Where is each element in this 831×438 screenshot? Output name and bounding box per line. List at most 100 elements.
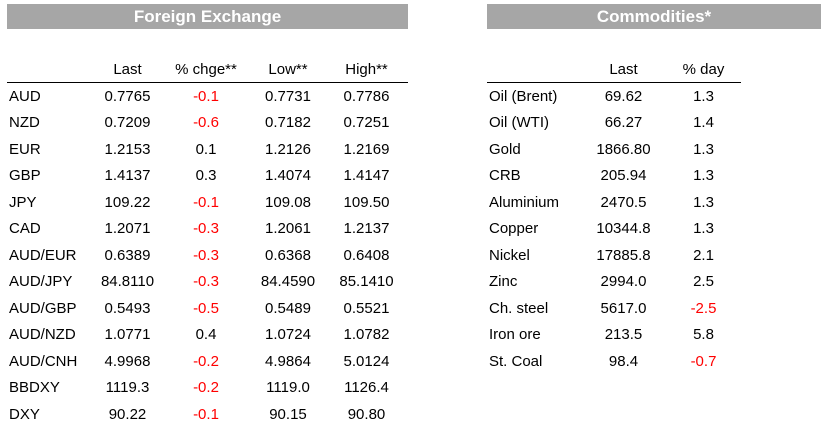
commodity-day-change: 1.3 (693, 220, 714, 238)
fx-change: 0.3 (195, 167, 217, 185)
fx-last: 1.4137 (104, 167, 151, 185)
fx-row: AUD/GBP 0.5493 -0.5 0.5489 0.5521 (7, 295, 408, 322)
commodity-row: CRB 205.94 1.3 (487, 163, 741, 190)
fx-last: 1.2153 (104, 140, 151, 158)
commodity-row: Aluminium 2470.5 1.3 (487, 189, 741, 216)
commodity-name: CRB (489, 167, 521, 185)
commodity-name: Gold (489, 140, 521, 158)
commodity-name: Oil (WTI) (489, 114, 549, 132)
commodity-day-change: -0.7 (690, 352, 717, 370)
fx-change: -0.1 (193, 87, 219, 105)
fx-rows: AUD 0.7765 -0.1 0.7731 0.7786 NZD 0.7209 -0.6 0.… (7, 83, 408, 428)
fx-row: AUD/EUR 0.6389 -0.3 0.6368 0.6408 (7, 242, 408, 269)
commodities-table: Last % day Oil (Brent) 69.62 1.3 Oil (WTI) 6… (487, 56, 741, 375)
fx-header-instrument (7, 56, 94, 83)
commodity-row: Copper 10344.8 1.3 (487, 216, 741, 243)
commodity-day-change: 2.5 (693, 273, 714, 291)
fx-instrument: BBDXY (9, 379, 60, 397)
commodity-day-change: 1.3 (693, 87, 714, 105)
commodity-row: Gold 1866.80 1.3 (487, 136, 741, 163)
fx-row: JPY 109.22 -0.1 109.08 109.50 (7, 189, 408, 216)
commodity-day-change: 1.3 (693, 140, 714, 158)
fx-row: CAD 1.2071 -0.3 1.2061 1.2137 (7, 216, 408, 243)
commodity-day-change: 2.1 (693, 246, 714, 264)
fx-high: 109.50 (343, 193, 390, 211)
fx-change: -0.1 (193, 193, 219, 211)
fx-row: AUD/JPY 84.8110 -0.3 84.4590 85.1410 (7, 269, 408, 296)
fx-change: -0.2 (193, 352, 219, 370)
commodity-row: St. Coal 98.4 -0.7 (487, 348, 741, 375)
commodity-day-change: 1.3 (693, 193, 714, 211)
fx-change: 0.4 (195, 326, 217, 344)
commodities-title: Commodities* (487, 4, 821, 29)
commodities-header-last: Last (581, 56, 666, 83)
commodity-last: 1866.80 (596, 140, 651, 158)
fx-change: -0.2 (193, 379, 219, 397)
fx-last: 1.0771 (104, 326, 151, 344)
fx-last: 84.8110 (100, 273, 155, 291)
fx-instrument: GBP (9, 167, 41, 185)
fx-instrument: NZD (9, 114, 40, 132)
fx-low: 4.9864 (265, 352, 311, 370)
commodity-row: Oil (WTI) 66.27 1.4 (487, 110, 741, 137)
commodity-last: 10344.8 (596, 220, 651, 238)
fx-header-high: High** (325, 56, 408, 83)
commodity-last: 213.5 (604, 326, 643, 344)
fx-high: 0.7251 (343, 114, 390, 132)
commodity-day-change: -2.5 (690, 299, 717, 317)
commodity-row: Iron ore 213.5 5.8 (487, 322, 741, 349)
foreign-exchange-panel: Foreign Exchange Last % chge** Low** Hig… (7, 4, 408, 428)
fx-last: 109.22 (104, 193, 151, 211)
fx-row: AUD 0.7765 -0.1 0.7731 0.7786 (7, 83, 408, 110)
commodity-name: Ch. steel (489, 299, 549, 317)
commodity-day-change: 1.4 (693, 114, 714, 132)
fx-last: 1119.3 (105, 379, 150, 397)
commodity-last: 66.27 (604, 114, 643, 132)
commodities-panel: Commodities* Last % day Oil (Brent) 69.62… (487, 4, 821, 375)
commodity-name: Copper (489, 220, 539, 238)
commodity-last: 98.4 (608, 352, 639, 370)
commodity-last: 17885.8 (596, 246, 651, 264)
fx-instrument: AUD/EUR (9, 246, 77, 264)
fx-row: GBP 1.4137 0.3 1.4074 1.4147 (7, 163, 408, 190)
fx-change: -0.3 (193, 220, 219, 238)
fx-change: 0.1 (195, 140, 217, 158)
commodity-last: 2994.0 (600, 273, 647, 291)
fx-instrument: AUD/NZD (9, 326, 76, 344)
commodity-last: 205.94 (600, 167, 647, 185)
fx-last: 0.6389 (104, 246, 151, 264)
fx-header-low: Low** (251, 56, 325, 83)
fx-low: 1.4074 (265, 167, 311, 185)
fx-instrument: AUD/GBP (9, 299, 77, 317)
fx-high: 1126.4 (344, 379, 389, 397)
fx-low: 0.6368 (265, 246, 311, 264)
commodities-header-row: Last % day (487, 56, 741, 83)
fx-low: 109.08 (265, 193, 311, 211)
fx-high: 5.0124 (343, 352, 390, 370)
fx-change: -0.3 (193, 273, 219, 291)
fx-high: 0.7786 (343, 87, 390, 105)
fx-instrument: JPY (9, 193, 37, 211)
fx-instrument: DXY (9, 405, 40, 423)
fx-row: DXY 90.22 -0.1 90.15 90.80 (7, 401, 408, 428)
fx-low: 0.7182 (265, 114, 311, 132)
commodities-header-name (487, 56, 581, 83)
fx-high: 0.6408 (343, 246, 390, 264)
commodity-row: Oil (Brent) 69.62 1.3 (487, 83, 741, 110)
commodity-name: St. Coal (489, 352, 543, 370)
fx-row: EUR 1.2153 0.1 1.2126 1.2169 (7, 136, 408, 163)
fx-instrument: AUD (9, 87, 41, 105)
commodity-row: Nickel 17885.8 2.1 (487, 242, 741, 269)
fx-high: 1.2137 (343, 220, 390, 238)
fx-header-row: Last % chge** Low** High** (7, 56, 408, 83)
fx-last: 0.7765 (104, 87, 151, 105)
fx-high: 90.80 (347, 405, 386, 423)
fx-header-change: % chge** (161, 56, 251, 83)
fx-change: -0.5 (193, 299, 219, 317)
fx-last: 1.2071 (104, 220, 151, 238)
fx-instrument: AUD/CNH (9, 352, 78, 370)
fx-low: 1.2061 (265, 220, 311, 238)
fx-table: Last % chge** Low** High** AUD 0.7765 -0.1… (7, 56, 408, 428)
commodities-header-day: % day (666, 56, 741, 83)
commodity-name: Oil (Brent) (489, 87, 558, 105)
